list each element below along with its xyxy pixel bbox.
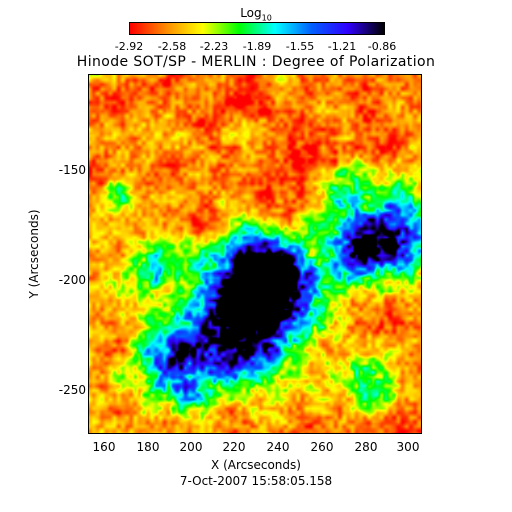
colorbar-tick: -2.92 — [114, 40, 144, 53]
x-tick-label: 300 — [396, 440, 420, 454]
y-tick-label: -150 — [58, 163, 86, 177]
colorbar-tick: -0.86 — [367, 40, 397, 53]
x-tick-label: 160 — [92, 440, 116, 454]
colorbar-tick: -1.21 — [327, 40, 357, 53]
polarization-map-image — [89, 75, 421, 433]
colorbar-tick: -2.58 — [157, 40, 187, 53]
x-tick-label: 280 — [354, 440, 378, 454]
colorbar-tick: -1.55 — [285, 40, 315, 53]
y-tick-label: -200 — [58, 273, 86, 287]
colorbar-label-subscript: 10 — [261, 13, 272, 23]
x-tick-label: 180 — [136, 440, 160, 454]
x-tick-label: 200 — [179, 440, 203, 454]
y-axis-label: Y (Arcseconds) — [27, 209, 41, 299]
y-tick-label: -250 — [58, 383, 86, 397]
polarization-map — [88, 74, 422, 434]
observation-timestamp: 7-Oct-2007 15:58:05.158 — [179, 474, 333, 488]
x-tick-label: 260 — [310, 440, 334, 454]
x-tick-label: 240 — [266, 440, 290, 454]
x-axis-label: X (Arcseconds) — [211, 458, 301, 472]
colorbar — [129, 22, 385, 35]
plot-title: Hinode SOT/SP - MERLIN : Degree of Polar… — [76, 54, 436, 70]
colorbar-tick: -2.23 — [199, 40, 229, 53]
x-tick-label: 220 — [222, 440, 246, 454]
colorbar-tick: -1.89 — [242, 40, 272, 53]
colorbar-label-text: Log — [240, 6, 262, 20]
colorbar-label: Log10 — [0, 6, 512, 22]
